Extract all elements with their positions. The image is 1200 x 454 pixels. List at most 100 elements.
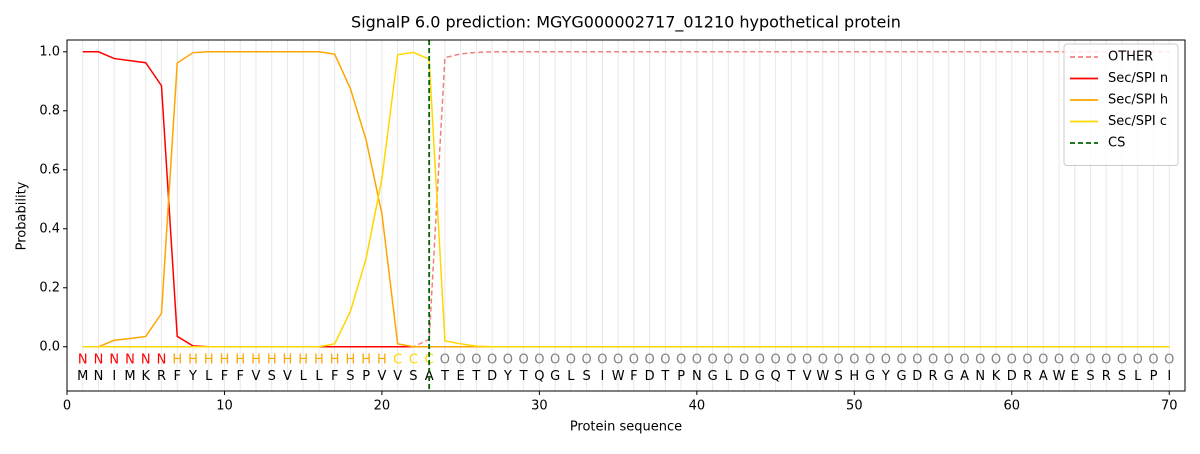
- residue: S: [834, 369, 842, 384]
- x-tick-label: 0: [63, 399, 71, 414]
- residue-label: O: [440, 353, 450, 368]
- residue-label: H: [172, 353, 182, 368]
- residue-label: H: [346, 353, 356, 368]
- residue-label: H: [377, 353, 387, 368]
- y-tick-label: 0.2: [39, 280, 60, 295]
- y-axis-label: Probability: [15, 181, 30, 250]
- residue: W: [816, 369, 829, 384]
- residue: V: [803, 369, 812, 384]
- residue: G: [755, 369, 765, 384]
- residue-label: H: [330, 353, 340, 368]
- residue-label: O: [975, 353, 985, 368]
- residue: D: [739, 369, 749, 384]
- residue: H: [849, 369, 859, 384]
- residue-label: H: [283, 353, 293, 368]
- residue-label: O: [519, 353, 529, 368]
- residue: N: [94, 369, 104, 384]
- residue-label: O: [1133, 353, 1143, 368]
- series-line: [82, 51, 1170, 348]
- residue-label: O: [1038, 353, 1048, 368]
- residue: I: [600, 369, 604, 384]
- residue: L: [205, 369, 213, 384]
- legend-label: CS: [1108, 136, 1125, 151]
- series-line: [82, 51, 1170, 348]
- residue: Y: [188, 369, 197, 384]
- residue-label: O: [896, 353, 906, 368]
- residue-label: O: [1164, 353, 1174, 368]
- residue-label: H: [298, 353, 308, 368]
- residue-label: H: [314, 353, 324, 368]
- residue: S: [1118, 369, 1126, 384]
- residue-label: N: [78, 353, 88, 368]
- residue: L: [300, 369, 308, 384]
- residue: I: [1167, 369, 1171, 384]
- residue-label: H: [235, 353, 245, 368]
- residue-label: H: [220, 353, 230, 368]
- residue: Y: [881, 369, 890, 384]
- residue: G: [944, 369, 954, 384]
- residue: Q: [534, 369, 544, 384]
- residue: P: [1150, 369, 1158, 384]
- residue: V: [393, 369, 402, 384]
- residue-label: N: [94, 353, 104, 368]
- residue-label: O: [645, 353, 655, 368]
- x-tick-label: 70: [1161, 399, 1178, 414]
- x-axis-label: Protein sequence: [570, 420, 682, 435]
- residue-label: N: [157, 353, 167, 368]
- residue: L: [567, 369, 575, 384]
- residue-label: O: [928, 353, 938, 368]
- residue: V: [252, 369, 261, 384]
- residue-label: O: [1054, 353, 1064, 368]
- residue-label: O: [534, 353, 544, 368]
- residue: T: [660, 369, 669, 384]
- residue-label: O: [582, 353, 592, 368]
- residue: E: [457, 369, 465, 384]
- residue: S: [409, 369, 417, 384]
- residue: I: [112, 369, 116, 384]
- residue-label: O: [755, 353, 765, 368]
- x-tick-label: 50: [846, 399, 863, 414]
- residue-label: O: [849, 353, 859, 368]
- residue-label: N: [125, 353, 135, 368]
- x-tick-label: 60: [1004, 399, 1021, 414]
- residue: D: [1007, 369, 1017, 384]
- residue-label: H: [267, 353, 277, 368]
- residue: T: [519, 369, 528, 384]
- x-tick-label: 20: [374, 399, 391, 414]
- residue: G: [865, 369, 875, 384]
- series-line: [82, 51, 1170, 348]
- residue: N: [975, 369, 985, 384]
- residue-label: C: [409, 353, 418, 368]
- legend-label: Sec/SPI c: [1108, 114, 1167, 129]
- residue: T: [471, 369, 480, 384]
- series-line: [82, 51, 1170, 348]
- residue-label: O: [692, 353, 702, 368]
- chart-title: SignalP 6.0 prediction: MGYG000002717_01…: [351, 13, 901, 33]
- residue-label: O: [802, 353, 812, 368]
- residue: V: [283, 369, 292, 384]
- residue-label: O: [865, 353, 875, 368]
- y-tick-label: 0.0: [39, 339, 60, 354]
- residue: R: [157, 369, 166, 384]
- legend-label: Sec/SPI n: [1108, 71, 1168, 86]
- y-tick-label: 0.8: [39, 103, 60, 118]
- residue-label: O: [991, 353, 1001, 368]
- residue: N: [692, 369, 702, 384]
- residue: G: [550, 369, 560, 384]
- residue-label: O: [707, 353, 717, 368]
- legend: OTHER Sec/SPI n Sec/SPI h Sec/SPI c CS: [1063, 43, 1179, 166]
- residue-label: O: [818, 353, 828, 368]
- residue-label: O: [786, 353, 796, 368]
- residue-label: O: [629, 353, 639, 368]
- residue-label: O: [550, 353, 560, 368]
- residue: D: [912, 369, 922, 384]
- residue: L: [725, 369, 733, 384]
- residue: K: [141, 369, 150, 384]
- residue-label: O: [566, 353, 576, 368]
- residue: F: [173, 369, 180, 384]
- residue-label: O: [676, 353, 686, 368]
- residue-label: O: [1101, 353, 1111, 368]
- residue-label: O: [1117, 353, 1127, 368]
- residue-label: N: [141, 353, 151, 368]
